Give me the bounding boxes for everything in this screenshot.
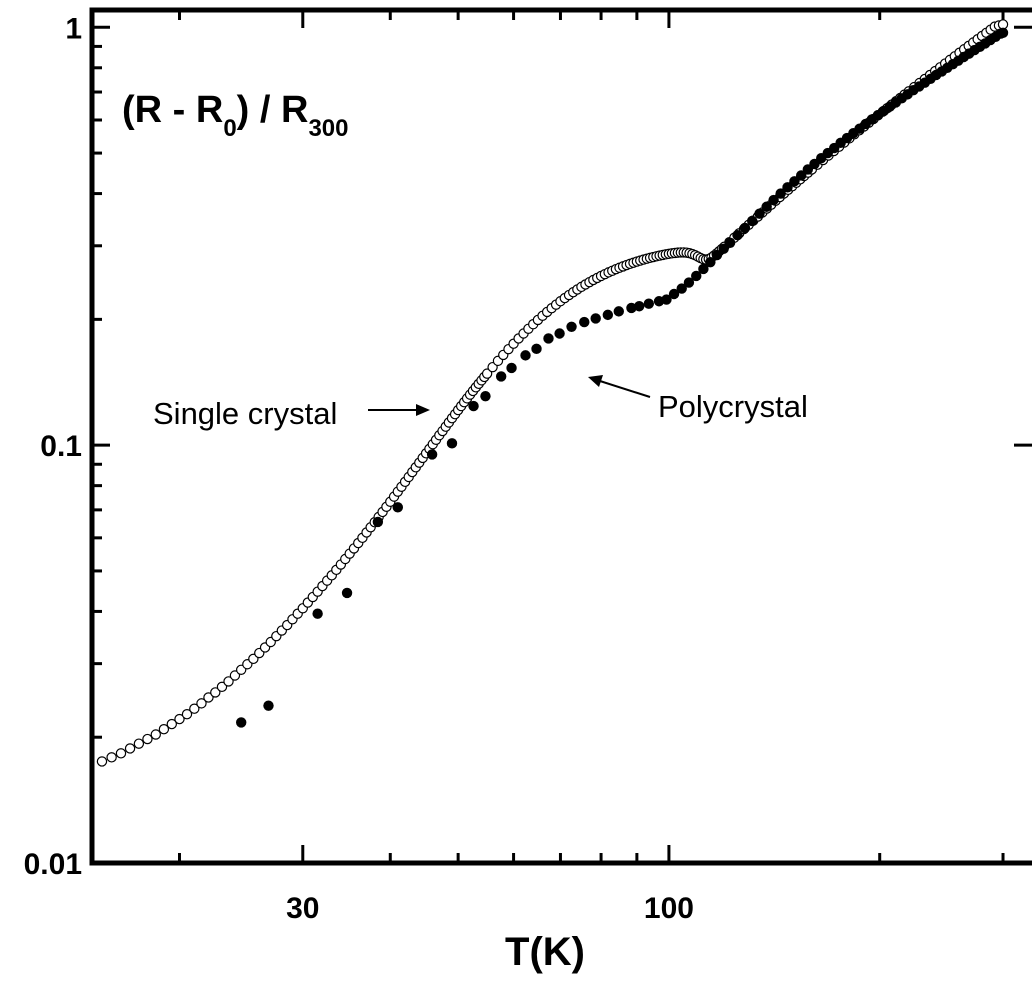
point-polycrystal [480,390,491,402]
point-polycrystal [761,201,772,212]
point-polycrystal [446,438,458,449]
point-polycrystal [668,288,680,300]
point-polycrystal [724,237,736,248]
point-polycrystal [754,208,765,219]
point-polycrystal [698,263,709,275]
point-polycrystal [602,309,614,321]
point-polycrystal [705,257,716,268]
y-title-main: (R - R [122,89,223,131]
point-polycrystal [554,328,565,339]
point-polycrystal [997,27,1009,39]
annotation-single-crystal: Single crystal [153,396,337,431]
point-polycrystal [739,222,751,234]
point-single-crystal [229,670,241,681]
point-single-crystal [196,698,207,709]
point-polycrystal [796,170,807,181]
series-polycrystal [236,27,1009,728]
point-single-crystal [216,681,228,693]
point-polycrystal [789,176,800,187]
point-single-crystal [481,368,493,379]
point-single-crystal [203,692,214,703]
point-polycrystal [263,700,274,711]
y-tick-label: 1 [65,12,82,45]
plot-frame-border [89,7,1032,866]
axis-ticks [92,10,1032,865]
point-single-crystal [133,738,145,749]
y-tick-label: 0.01 [24,848,82,881]
point-single-crystal [181,709,193,720]
point-polycrystal [691,270,702,282]
point-polycrystal [634,301,645,312]
point-polycrystal [643,298,655,309]
plot-frame [89,7,1032,866]
point-polycrystal [506,362,517,374]
x-tick-label: 100 [644,892,694,925]
point-polycrystal [711,249,723,261]
point-polycrystal [626,302,637,314]
point-polycrystal [392,502,403,513]
point-polycrystal [676,283,687,294]
point-single-crystal [174,713,185,725]
point-polycrystal [543,333,554,344]
point-polycrystal [590,313,601,324]
annotation-polycrystal: Polycrystal [658,389,808,424]
point-polycrystal [312,608,323,619]
point-polycrystal [468,400,479,412]
point-single-crystal [189,703,200,714]
point-single-crystal [166,718,177,730]
point-polycrystal [372,516,384,528]
x-tick-label: 30 [286,892,319,925]
point-polycrystal [236,717,247,728]
point-polycrystal [683,277,695,288]
point-single-crystal [142,733,153,745]
tick-labels: 30 100 1 0.1 0.01 [24,12,694,925]
point-polycrystal [495,371,507,382]
point-polycrystal [579,316,590,328]
point-polycrystal [768,194,779,206]
arrow-polycrystal [588,375,651,398]
point-single-crystal [223,676,234,687]
point-single-crystal [210,687,221,698]
point-polycrystal [661,294,672,305]
point-polycrystal [426,449,438,460]
y-title-sub0: 0 [223,115,236,142]
point-polycrystal [531,343,542,355]
point-single-crystal [158,724,170,735]
point-single-crystal [150,729,161,740]
point-polycrystal [613,306,624,317]
point-polycrystal [775,188,786,199]
x-axis-title: T(K) [505,930,585,974]
point-single-crystal [96,756,108,767]
y-tick-label: 0.1 [40,430,82,463]
point-polycrystal [718,243,729,255]
y-title-mid: ) / R [237,89,309,131]
point-single-crystal [106,752,117,763]
point-polycrystal [746,215,758,227]
point-polycrystal [732,230,743,241]
y-title-sub300: 300 [308,115,348,142]
point-single-crystal [115,748,127,759]
point-polycrystal [566,321,577,332]
point-polycrystal [520,350,531,361]
point-polycrystal [341,587,353,599]
point-single-crystal [124,743,136,754]
point-polycrystal [782,182,793,193]
y-axis-title: (R - R0) / R300 [122,89,349,142]
arrow-single-crystal [368,404,430,416]
